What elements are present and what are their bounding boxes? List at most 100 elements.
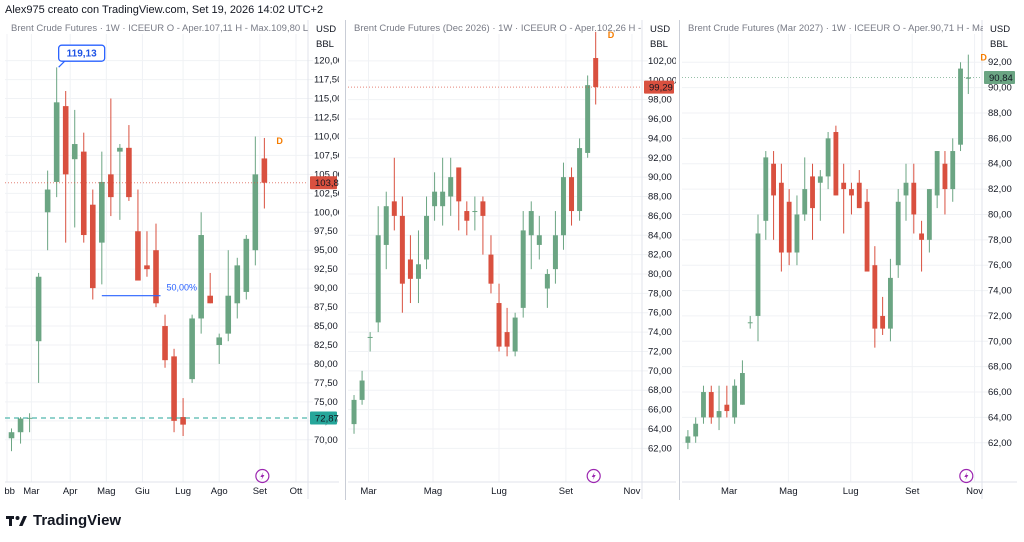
y-tick-label: 84,00 — [988, 159, 1012, 170]
y-tick-label: 112,50 — [314, 112, 339, 123]
candle-body — [520, 230, 526, 308]
y-tick-label: 87,50 — [314, 302, 338, 313]
chart-svg-brent-mar-2027[interactable]: 92,00 90,00 88,00 86,00 84,00 82,00 80,00 78,00… — [682, 20, 1017, 499]
x-tick-label: Set — [253, 486, 268, 497]
chart-title: Brent Crude Futures · 1W · ICEEUR O - Ap… — [11, 23, 339, 34]
candle-body — [504, 332, 510, 347]
y-tick-label: 102,00 — [648, 56, 676, 67]
candle-body — [424, 215, 430, 260]
y-tick-label: 117,50 — [314, 75, 339, 86]
x-tick-label: Lug — [175, 486, 191, 497]
candle-body — [144, 265, 150, 270]
axis-header-bg — [983, 20, 1017, 52]
candle-body — [399, 215, 405, 284]
candle-body — [536, 235, 542, 245]
y-tick-label: 68,00 — [648, 385, 672, 396]
candle-body — [888, 277, 893, 329]
y-tick-label: 62,00 — [988, 438, 1012, 449]
support-level-value: 72,87 — [315, 414, 339, 425]
chart-svg-brent-front[interactable]: 120,00 117,50 115,00 112,50 110,00 107,50 105,… — [5, 20, 339, 499]
y-tick-label: 105,00 — [314, 169, 339, 180]
y-tick-label: 80,00 — [988, 209, 1012, 220]
candle-body — [755, 233, 761, 316]
candle-body — [108, 174, 114, 198]
price-callout-label: 119,13 — [67, 49, 97, 60]
y-tick-label: 66,00 — [988, 387, 1012, 398]
candle-body — [351, 399, 357, 425]
candle-body — [880, 315, 886, 329]
y-tick-label: 64,00 — [648, 424, 672, 435]
candle-body — [708, 392, 714, 418]
candle-body — [243, 238, 250, 292]
candle-body — [747, 322, 753, 324]
y-tick-label: 80,00 — [648, 269, 672, 280]
candle-body — [62, 106, 69, 175]
candle-body — [216, 337, 223, 346]
chart-panel-brent-mar-2027[interactable]: 92,00 90,00 88,00 86,00 84,00 82,00 80,00 78,00… — [682, 20, 1017, 499]
flash-icon — [586, 468, 601, 484]
candle-body — [26, 417, 33, 419]
candle-body — [234, 265, 241, 304]
chart-title: Brent Crude Futures (Mar 2027) · 1W · IC… — [688, 23, 1017, 34]
candle-body — [849, 189, 854, 196]
x-tick-label: Mar — [721, 486, 737, 497]
y-tick-label: 85,00 — [314, 321, 338, 332]
flash-icon — [255, 468, 270, 484]
candle-body — [17, 418, 24, 433]
y-tick-label: 120,00 — [314, 56, 339, 67]
x-tick-label: Mar — [23, 486, 39, 497]
candle-body — [415, 264, 421, 279]
candle-body — [763, 157, 769, 221]
unit-label: BBL — [316, 39, 334, 50]
y-tick-label: 86,00 — [648, 211, 672, 222]
y-tick-label: 82,00 — [988, 184, 1012, 195]
candle-body — [810, 176, 815, 209]
x-tick-label: Set — [905, 486, 920, 497]
y-tick-label: 74,00 — [988, 286, 1012, 297]
candle-body — [89, 204, 96, 289]
y-tick-label: 77,50 — [314, 378, 338, 389]
y-tick-label: 95,00 — [314, 245, 338, 256]
candle-body — [448, 177, 454, 197]
candle-body — [958, 68, 963, 145]
candle-body — [117, 147, 123, 152]
y-tick-label: 86,00 — [988, 133, 1012, 144]
price-callout-pointer — [58, 60, 66, 68]
candle-body — [950, 151, 956, 190]
candle-body — [771, 163, 776, 196]
candle-body — [488, 254, 494, 284]
candle-body — [162, 326, 168, 361]
y-tick-label: 115,00 — [314, 94, 339, 105]
candle-body — [367, 336, 373, 338]
x-tick-label: Lug — [843, 486, 859, 497]
candle-body — [919, 233, 924, 240]
candle-body — [261, 158, 268, 183]
y-tick-label: 88,00 — [988, 108, 1012, 119]
flash-icon-bolt — [964, 472, 969, 480]
panel-divider[interactable] — [679, 20, 680, 500]
y-tick-label: 70,00 — [648, 366, 672, 377]
x-tick-label: Nov — [966, 486, 983, 497]
candle-body — [391, 201, 397, 216]
candle-body — [80, 151, 87, 236]
candle-body — [135, 231, 141, 281]
chart-panel-brent-front[interactable]: 120,00 117,50 115,00 112,50 110,00 107,50 105,… — [5, 20, 339, 499]
fib-level-label: 50,00% — [167, 283, 198, 293]
panel-divider[interactable] — [345, 20, 346, 500]
x-tick-label: Ott — [290, 486, 303, 497]
candle-body — [864, 201, 870, 272]
y-tick-label: 70,00 — [988, 336, 1012, 347]
candle-body — [35, 276, 42, 342]
y-tick-label: 92,50 — [314, 264, 338, 275]
chart-panel-brent-dec-2026[interactable]: 102,00100,0098,0096,0094,0092,0090,0088,… — [348, 20, 676, 499]
chart-svg-brent-dec-2026[interactable]: 102,00100,0098,0096,0094,0092,0090,0088,… — [348, 20, 676, 499]
candle-body — [895, 201, 901, 266]
candle-body — [53, 102, 60, 182]
brand-footer: TradingView — [6, 512, 121, 529]
brand-name: TradingView — [33, 512, 122, 529]
candle-body — [872, 265, 878, 329]
candle-body — [794, 214, 800, 253]
y-tick-label: 82,00 — [648, 250, 672, 261]
y-tick-label: 97,50 — [314, 226, 338, 237]
tradingview-logo-icon — [6, 515, 27, 526]
